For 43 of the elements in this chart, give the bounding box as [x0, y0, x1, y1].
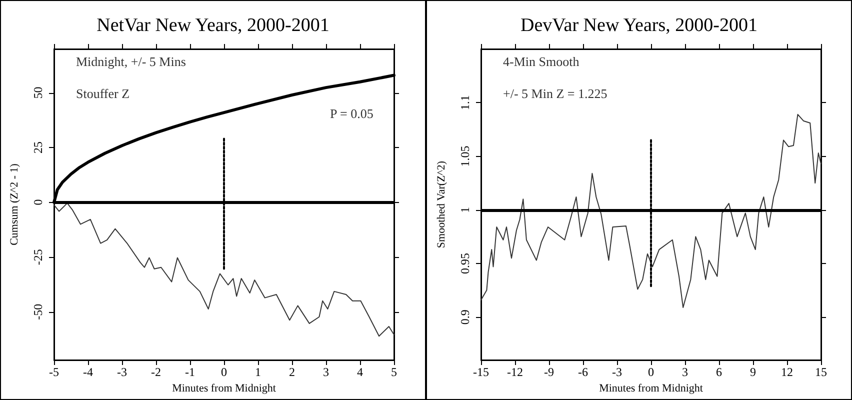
annotation: Midnight, +/- 5 Mins: [76, 54, 186, 69]
x-tick-label: 0: [221, 365, 227, 379]
y-tick-label: 1.1: [458, 95, 472, 110]
x-axis-title: Minutes from Midnight: [172, 382, 276, 394]
y-tick-label: -25: [31, 249, 45, 266]
y-tick-label: -50: [31, 304, 45, 320]
annotation: 4-Min Smooth: [503, 54, 580, 69]
x-tick-label: 3: [323, 365, 329, 379]
chart-title: NetVar New Years, 2000-2001: [96, 15, 330, 36]
x-tick-label: 2: [289, 365, 295, 379]
x-tick-label: 0: [648, 365, 654, 379]
x-tick-label: 12: [781, 365, 793, 379]
y-axis-title: Cumsum (Z^2 - 1): [8, 163, 20, 246]
annotation: P = 0.05: [330, 106, 374, 121]
x-tick-label: -4: [83, 365, 93, 379]
x-tick-label: -1: [185, 365, 195, 379]
y-tick-label: 0.95: [458, 252, 472, 274]
x-tick-label: 3: [682, 365, 688, 379]
y-tick-label: 0: [31, 199, 45, 206]
x-tick-label: 15: [815, 365, 827, 379]
chart-title: DevVar New Years, 2000-2001: [520, 15, 758, 36]
x-tick-label: 5: [391, 365, 397, 379]
x-tick-label: -15: [473, 365, 489, 379]
x-tick-label: -12: [507, 365, 523, 379]
x-tick-label: 9: [750, 365, 756, 379]
annotation: +/- 5 Min Z = 1.225: [503, 86, 608, 101]
y-tick-label: 25: [31, 142, 45, 154]
x-tick-label: 6: [716, 365, 722, 379]
x-tick-label: 1: [255, 365, 261, 379]
x-tick-label: -6: [578, 365, 588, 379]
x-tick-label: -3: [117, 365, 127, 379]
x-axis-title: Minutes from Midnight: [599, 382, 703, 394]
x-tick-label: -5: [49, 365, 59, 379]
y-tick-label: 1: [458, 206, 472, 213]
x-tick-label: -2: [151, 365, 161, 379]
x-tick-label: -9: [544, 365, 554, 379]
annotation: Stouffer Z: [76, 86, 130, 101]
y-tick-label: 50: [31, 86, 45, 99]
x-tick-label: 4: [357, 365, 363, 379]
x-tick-label: -3: [612, 365, 622, 379]
y-tick-label: 1.05: [458, 146, 472, 167]
y-axis-title: Smoothed Var(Z^2): [436, 160, 448, 248]
y-tick-label: 0.9: [458, 310, 472, 325]
